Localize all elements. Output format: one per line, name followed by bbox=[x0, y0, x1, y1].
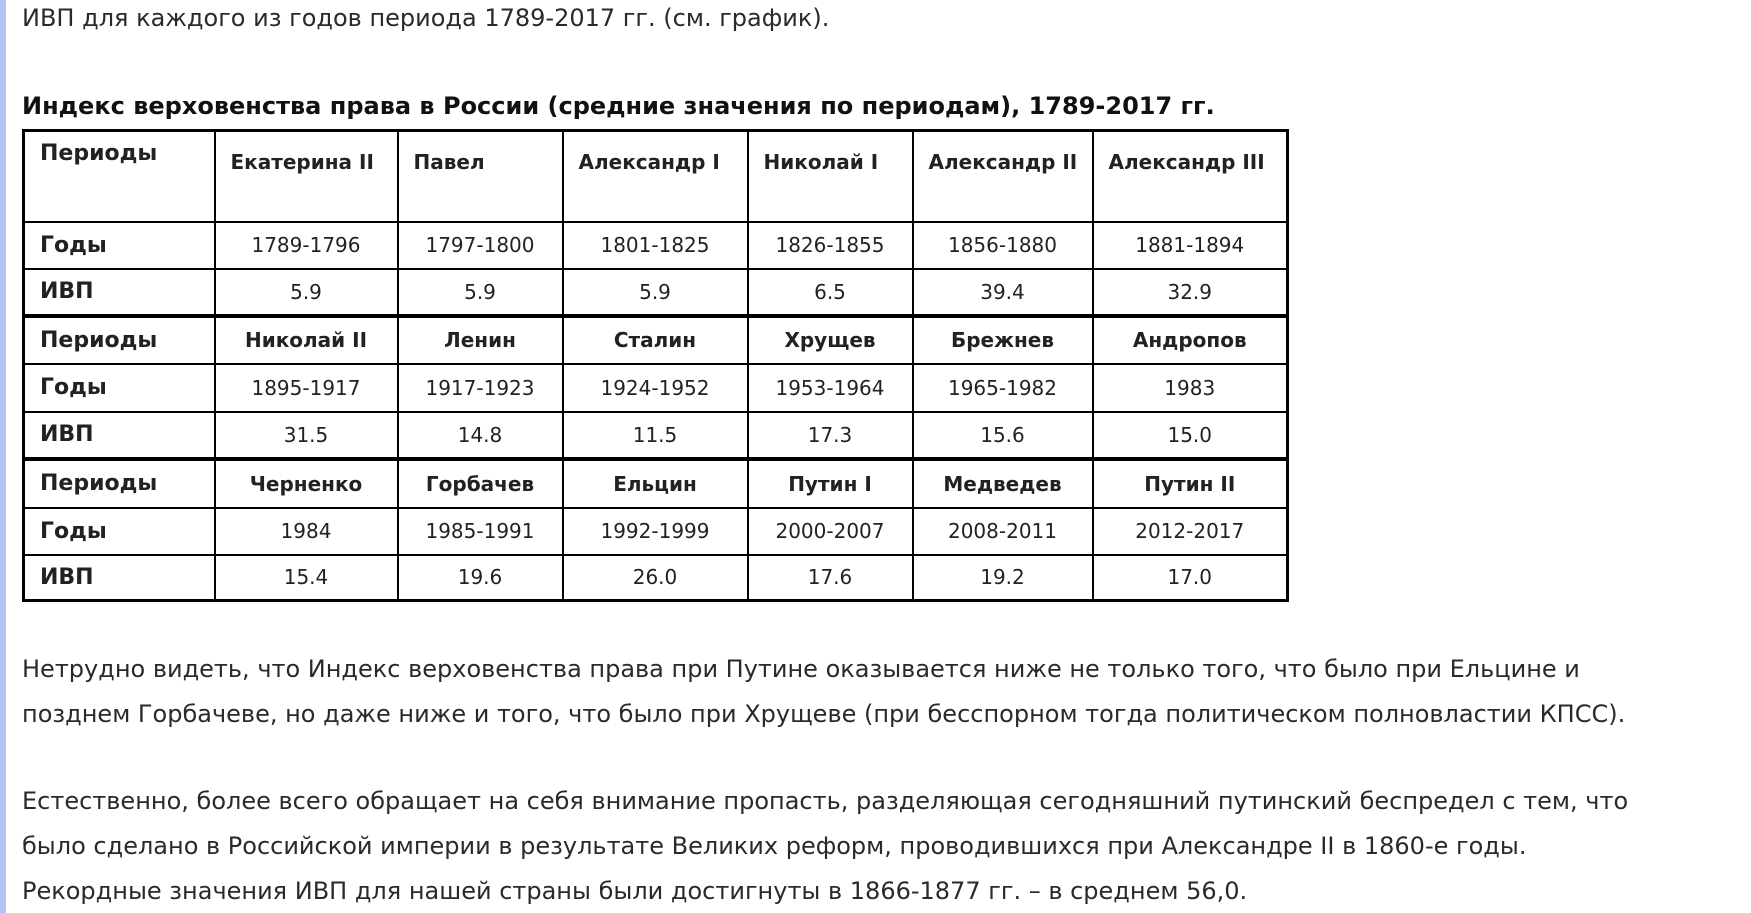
index-value-cell: 5.9 bbox=[213, 267, 399, 317]
period-name-cell: Хрущев bbox=[746, 313, 914, 365]
table-row-years: Годы 1789-1796 1797-1800 1801-1825 1826-1855… bbox=[22, 220, 1289, 270]
period-name-cell: Горбачев bbox=[396, 456, 564, 509]
index-value-cell: 19.2 bbox=[911, 553, 1094, 602]
years-cell: 2000-2007 bbox=[746, 506, 914, 556]
years-cell: 1881-1894 bbox=[1091, 220, 1289, 270]
index-value-cell: 17.0 bbox=[1091, 553, 1289, 602]
row-label-years: Годы bbox=[22, 506, 216, 556]
period-name-cell: Андропов bbox=[1091, 313, 1289, 365]
period-name-cell: Александр II bbox=[911, 129, 1094, 223]
period-name-cell: Путин I bbox=[746, 456, 914, 509]
period-name-cell: Сталин bbox=[561, 313, 749, 365]
table-row-periods: Периоды Николай II Ленин Сталин Хрущев Брежне… bbox=[22, 313, 1289, 365]
paragraph-2-line-2: было сделано в Российской империи в резу… bbox=[22, 832, 1527, 860]
table-row-years: Годы 1984 1985-1991 1992-1999 2000-2007 2008-… bbox=[22, 506, 1289, 556]
index-value-cell: 5.9 bbox=[396, 267, 564, 317]
index-value-cell: 14.8 bbox=[396, 410, 564, 460]
row-label-periods: Периоды bbox=[22, 313, 216, 365]
table-row-index: ИВП 31.5 14.8 11.5 17.3 15.6 15.0 bbox=[22, 410, 1289, 460]
index-value-cell: 15.4 bbox=[213, 553, 399, 602]
period-name-cell: Путин II bbox=[1091, 456, 1289, 509]
table-title: Индекс верховенства права в России (сред… bbox=[22, 92, 1215, 120]
index-value-cell: 17.6 bbox=[746, 553, 914, 602]
row-label-periods: Периоды bbox=[22, 129, 216, 223]
years-cell: 1917-1923 bbox=[396, 362, 564, 413]
years-cell: 1965-1982 bbox=[911, 362, 1094, 413]
table-row-periods: Периоды Екатерина II Павел Александр I Никол… bbox=[22, 129, 1289, 223]
index-value-cell: 17.3 bbox=[746, 410, 914, 460]
row-label-index: ИВП bbox=[22, 553, 216, 602]
period-name-cell: Екатерина II bbox=[213, 129, 399, 223]
years-cell: 1789-1796 bbox=[213, 220, 399, 270]
index-value-cell: 15.6 bbox=[911, 410, 1094, 460]
years-cell: 1953-1964 bbox=[746, 362, 914, 413]
period-name-cell: Александр III bbox=[1091, 129, 1289, 223]
row-label-index: ИВП bbox=[22, 410, 216, 460]
index-value-cell: 26.0 bbox=[561, 553, 749, 602]
index-value-cell: 6.5 bbox=[746, 267, 914, 317]
paragraph-2-line-1: Естественно, более всего обращает на себ… bbox=[22, 787, 1629, 815]
period-name-cell: Николай II bbox=[213, 313, 399, 365]
period-name-cell: Александр I bbox=[561, 129, 749, 223]
index-value-cell: 15.0 bbox=[1091, 410, 1289, 460]
paragraph-2-line-3: Рекордные значения ИВП для нашей страны … bbox=[22, 877, 1248, 905]
index-value-cell: 5.9 bbox=[561, 267, 749, 317]
index-value-cell: 19.6 bbox=[396, 553, 564, 602]
years-cell: 1797-1800 bbox=[396, 220, 564, 270]
index-value-cell: 11.5 bbox=[561, 410, 749, 460]
years-cell: 1983 bbox=[1091, 362, 1289, 413]
table-row-years: Годы 1895-1917 1917-1923 1924-1952 1953-1964… bbox=[22, 362, 1289, 413]
rule-of-law-table: Периоды Екатерина II Павел Александр I Никол… bbox=[22, 129, 1289, 602]
left-border-bar bbox=[0, 0, 6, 913]
row-label-periods: Периоды bbox=[22, 456, 216, 509]
paragraph-1-line-2: позднем Горбачеве, но даже ниже и того, … bbox=[22, 700, 1626, 728]
period-name-cell: Черненко bbox=[213, 456, 399, 509]
years-cell: 1895-1917 bbox=[213, 362, 399, 413]
paragraph-1-line-1: Нетрудно видеть, что Индекс верховенства… bbox=[22, 655, 1580, 683]
years-cell: 1826-1855 bbox=[746, 220, 914, 270]
period-name-cell: Брежнев bbox=[911, 313, 1094, 365]
table-row-periods: Периоды Черненко Горбачев Ельцин Путин I Медв… bbox=[22, 456, 1289, 509]
period-name-cell: Ленин bbox=[396, 313, 564, 365]
index-value-cell: 31.5 bbox=[213, 410, 399, 460]
index-value-cell: 39.4 bbox=[911, 267, 1094, 317]
period-name-cell: Павел bbox=[396, 129, 564, 223]
years-cell: 1992-1999 bbox=[561, 506, 749, 556]
years-cell: 1985-1991 bbox=[396, 506, 564, 556]
period-name-cell: Ельцин bbox=[561, 456, 749, 509]
row-label-index: ИВП bbox=[22, 267, 216, 317]
row-label-years: Годы bbox=[22, 362, 216, 413]
years-cell: 1924-1952 bbox=[561, 362, 749, 413]
index-value-cell: 32.9 bbox=[1091, 267, 1289, 317]
period-name-cell: Николай I bbox=[746, 129, 914, 223]
intro-text: ИВП для каждого из годов периода 1789-20… bbox=[22, 4, 830, 32]
years-cell: 2008-2011 bbox=[911, 506, 1094, 556]
years-cell: 1984 bbox=[213, 506, 399, 556]
table-row-index: ИВП 5.9 5.9 5.9 6.5 39.4 32.9 bbox=[22, 267, 1289, 317]
period-name-cell: Медведев bbox=[911, 456, 1094, 509]
row-label-years: Годы bbox=[22, 220, 216, 270]
table-row-index: ИВП 15.4 19.6 26.0 17.6 19.2 17.0 bbox=[22, 553, 1289, 602]
years-cell: 1801-1825 bbox=[561, 220, 749, 270]
years-cell: 2012-2017 bbox=[1091, 506, 1289, 556]
years-cell: 1856-1880 bbox=[911, 220, 1094, 270]
